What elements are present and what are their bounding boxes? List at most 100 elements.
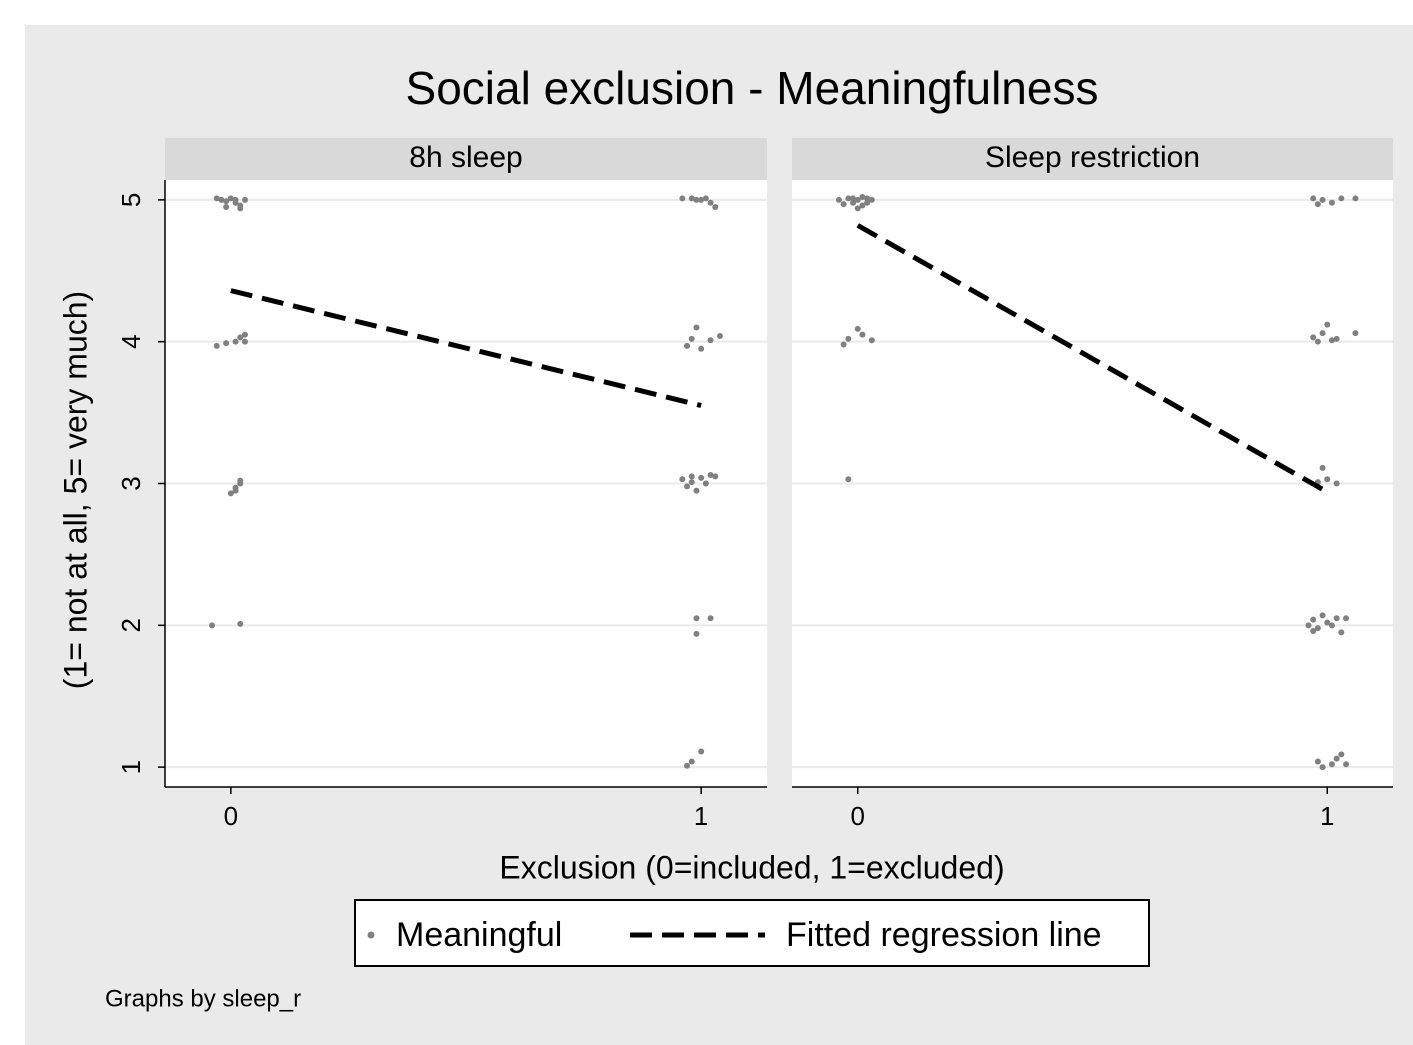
point [688,195,695,202]
point [1310,616,1317,623]
point [1328,761,1335,768]
panel-title: 8h sleep [409,141,522,174]
point [859,331,866,338]
x-tick-label: 1 [1320,801,1334,831]
point [223,340,230,347]
point [864,195,871,202]
point [1319,464,1326,471]
y-axis-label: (1= not at all, 5= very much) [57,291,93,689]
point [241,338,248,345]
x-tick-label: 0 [851,801,865,831]
point [688,758,695,765]
point [1314,625,1321,632]
y-tick-label: 1 [116,760,146,774]
point [241,196,248,203]
point [1319,330,1326,337]
point [840,341,847,348]
point [707,615,714,622]
x-tick-label: 0 [224,801,238,831]
point [227,490,234,497]
point [1338,629,1345,636]
y-tick-label: 2 [116,618,146,632]
y-tick-label: 5 [116,193,146,207]
point [693,487,700,494]
point [1314,758,1321,765]
point [1324,619,1331,626]
point [835,196,842,203]
point [1338,195,1345,202]
point [845,195,852,202]
point [223,198,230,205]
point [845,335,852,342]
point [1310,627,1317,634]
point [1328,337,1335,344]
point [707,337,714,344]
point [1333,615,1340,622]
point [693,324,700,331]
point [693,630,700,637]
point [218,196,225,203]
point [854,205,861,212]
point [693,615,700,622]
point [213,342,220,349]
point [859,194,866,201]
point [864,199,871,206]
legend-marker [367,931,375,939]
point [1305,622,1312,629]
point [712,203,719,210]
x-axis-label: Exclusion (0=included, 1=excluded) [499,849,1004,885]
legend-label: Meaningful [396,916,562,954]
point [227,195,234,202]
point [854,196,861,203]
point [1324,476,1331,483]
point [693,196,700,203]
legend-box [354,899,1150,967]
point [232,338,239,345]
point [1319,196,1326,203]
point [688,335,695,342]
point [679,195,686,202]
legend-label: Fitted regression line [786,916,1102,954]
chart-title: Social exclusion - Meaningfulness [406,62,1099,114]
point [209,622,216,629]
point [237,477,244,484]
y-tick-label: 3 [116,476,146,490]
panel-title: Sleep restriction [985,141,1200,174]
point [1324,321,1331,328]
point [698,748,705,755]
point [845,476,852,483]
regression-line [230,288,702,408]
point [1314,201,1321,208]
point [850,199,857,206]
point [1333,755,1340,762]
point [702,480,709,487]
point [1310,195,1317,202]
point [237,205,244,212]
note: Graphs by sleep_r [105,985,301,1012]
point [1333,335,1340,342]
point [684,762,691,769]
point [237,334,244,341]
point [1328,199,1335,206]
point [854,325,861,332]
point [213,195,220,202]
point [1338,751,1345,758]
point [859,202,866,209]
panel-header [792,138,1393,180]
point [707,471,714,478]
point [702,195,709,202]
point [688,479,695,486]
regression-line [856,223,1329,495]
point [1343,761,1350,768]
point [684,342,691,349]
point [698,196,705,203]
point [1319,764,1326,771]
x-tick-label: 1 [694,801,708,831]
point [868,337,875,344]
panel-header [165,138,767,180]
point [237,620,244,627]
point [241,331,248,338]
point [223,203,230,210]
point [684,483,691,490]
